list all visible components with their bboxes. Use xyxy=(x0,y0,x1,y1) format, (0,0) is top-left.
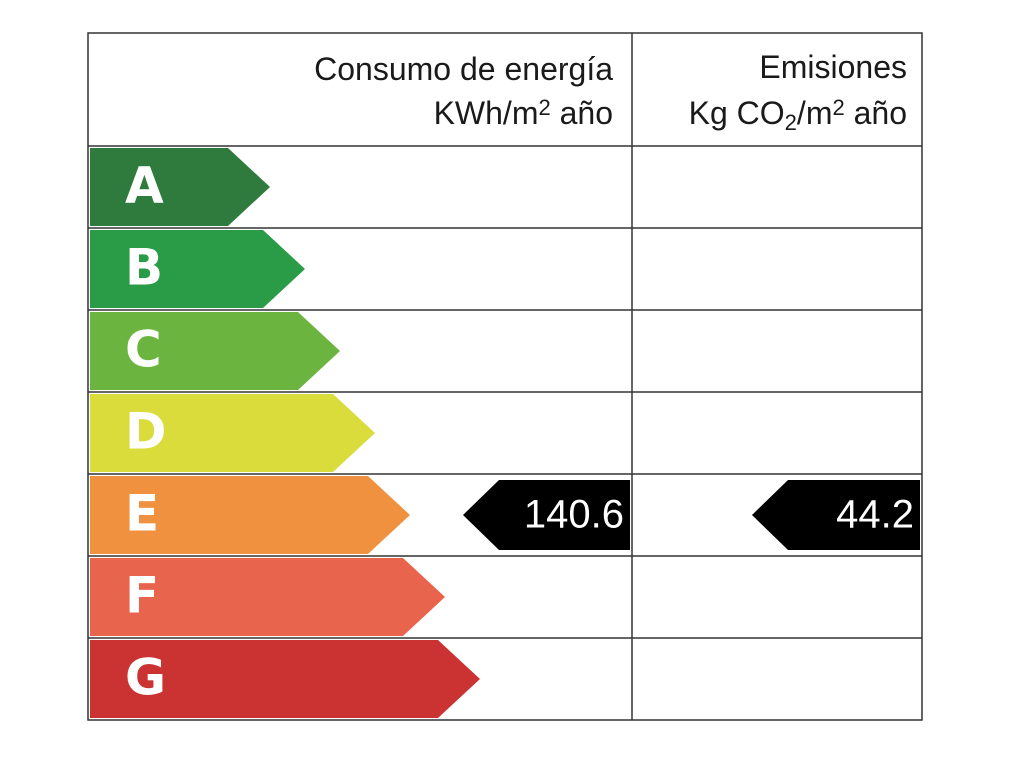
unit-part: KWh/m xyxy=(434,95,539,131)
rating-letter: F xyxy=(125,567,159,625)
energy-unit: KWh/m2 año xyxy=(434,95,613,131)
unit-part: año xyxy=(845,95,907,131)
emissions-unit: Kg CO2/m2 año xyxy=(689,95,907,135)
rating-arrow xyxy=(90,230,305,308)
rating-letter: B xyxy=(125,239,163,297)
table-frame xyxy=(87,32,923,721)
energy-title: Consumo de energía xyxy=(314,51,613,87)
unit-sub: 2 xyxy=(785,110,797,135)
value-label: 44.2 xyxy=(836,493,914,537)
rating-arrow xyxy=(90,640,480,718)
rating-letter: C xyxy=(125,321,162,379)
rating-letter: A xyxy=(125,157,164,215)
unit-part: año xyxy=(551,95,613,131)
rating-arrow xyxy=(90,394,375,472)
rating-letter: E xyxy=(125,485,159,543)
rating-letter: D xyxy=(125,403,167,461)
rating-letter: G xyxy=(125,649,166,707)
value-label: 140.6 xyxy=(524,493,624,537)
unit-sup: 2 xyxy=(538,95,550,120)
emissions-title: Emisiones xyxy=(759,49,907,85)
rating-arrow xyxy=(90,476,410,554)
unit-part: Kg CO xyxy=(689,95,785,131)
unit-sup: 2 xyxy=(832,95,844,120)
rating-arrow xyxy=(90,148,270,226)
value-arrow xyxy=(752,480,920,550)
unit-part: /m xyxy=(797,95,833,131)
rating-arrow xyxy=(90,558,445,636)
value-arrow xyxy=(463,480,630,550)
rating-arrow xyxy=(90,312,340,390)
